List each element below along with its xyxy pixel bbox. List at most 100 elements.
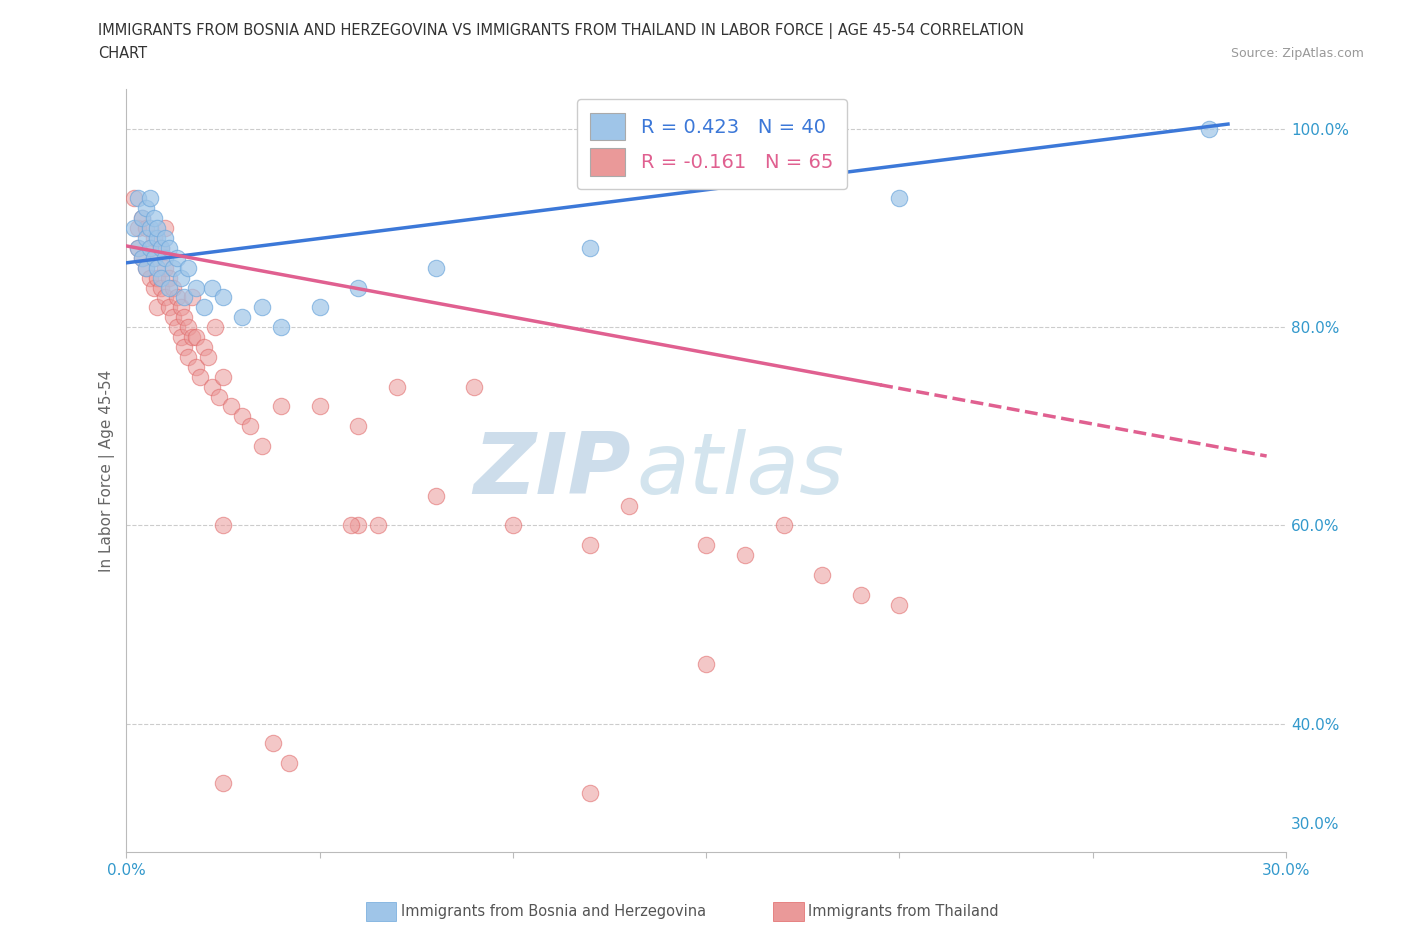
Point: [157, 280, 180, 295]
Point: [122, 191, 145, 206]
Point: [339, 518, 361, 533]
Text: CHART: CHART: [98, 46, 148, 61]
Point: [695, 538, 717, 552]
Point: [889, 191, 911, 206]
Point: [138, 241, 160, 256]
Point: [138, 191, 160, 206]
Point: [502, 518, 524, 533]
Point: [153, 231, 176, 246]
Point: [212, 369, 235, 384]
Point: [347, 280, 370, 295]
Point: [142, 231, 165, 246]
Point: [138, 220, 160, 235]
Point: [150, 280, 173, 295]
Point: [150, 271, 173, 286]
Point: [153, 220, 176, 235]
Point: [146, 260, 169, 275]
Point: [150, 241, 173, 256]
Point: [463, 379, 485, 394]
Point: [212, 518, 235, 533]
Point: [262, 736, 284, 751]
Point: [157, 241, 180, 256]
Point: [250, 439, 273, 454]
Point: [184, 329, 207, 344]
Point: [308, 399, 330, 414]
Y-axis label: In Labor Force | Age 45-54: In Labor Force | Age 45-54: [100, 370, 115, 572]
Point: [695, 657, 717, 671]
Point: [142, 250, 165, 265]
Point: [181, 290, 204, 305]
Point: [772, 518, 794, 533]
Point: [166, 290, 188, 305]
Point: [131, 211, 153, 226]
Point: [231, 409, 253, 424]
Point: [188, 369, 211, 384]
Point: [169, 329, 191, 344]
Point: [135, 231, 157, 246]
Point: [579, 786, 602, 801]
Point: [193, 339, 215, 354]
Point: [146, 231, 169, 246]
Text: Source: ZipAtlas.com: Source: ZipAtlas.com: [1230, 46, 1364, 60]
Point: [177, 350, 200, 365]
Point: [127, 220, 149, 235]
Point: [131, 211, 153, 226]
Point: [122, 220, 145, 235]
Point: [127, 241, 149, 256]
Point: [162, 310, 184, 325]
Point: [347, 418, 370, 433]
Point: [270, 399, 292, 414]
Point: [135, 201, 157, 216]
Point: [127, 191, 149, 206]
Point: [193, 300, 215, 315]
Point: [385, 379, 408, 394]
Point: [135, 260, 157, 275]
Point: [157, 300, 180, 315]
Point: [166, 320, 188, 335]
Point: [367, 518, 389, 533]
Point: [146, 300, 169, 315]
Point: [142, 250, 165, 265]
Text: ZIP: ZIP: [474, 430, 631, 512]
Point: [204, 320, 226, 335]
Point: [131, 250, 153, 265]
Text: atlas: atlas: [637, 430, 845, 512]
Point: [169, 271, 191, 286]
Point: [734, 548, 756, 563]
Point: [181, 329, 204, 344]
Point: [197, 350, 219, 365]
Point: [146, 271, 169, 286]
Point: [157, 271, 180, 286]
Legend: R = 0.423   N = 40, R = -0.161   N = 65: R = 0.423 N = 40, R = -0.161 N = 65: [576, 100, 846, 189]
Point: [212, 776, 235, 790]
Point: [425, 260, 447, 275]
Point: [212, 290, 235, 305]
Point: [138, 241, 160, 256]
Point: [239, 418, 262, 433]
Point: [127, 241, 149, 256]
Point: [250, 300, 273, 315]
Point: [153, 260, 176, 275]
Point: [166, 250, 188, 265]
Point: [811, 567, 834, 582]
Point: [579, 241, 602, 256]
Point: [889, 597, 911, 612]
Point: [153, 290, 176, 305]
Point: [177, 260, 200, 275]
Point: [162, 280, 184, 295]
Point: [138, 271, 160, 286]
Point: [849, 588, 872, 603]
Point: [425, 488, 447, 503]
Point: [142, 211, 165, 226]
Point: [219, 399, 242, 414]
Point: [579, 538, 602, 552]
Point: [231, 310, 253, 325]
Point: [169, 300, 191, 315]
Point: [270, 320, 292, 335]
Point: [146, 220, 169, 235]
Point: [177, 320, 200, 335]
Point: [173, 290, 195, 305]
Point: [184, 359, 207, 374]
Text: Immigrants from Bosnia and Herzegovina: Immigrants from Bosnia and Herzegovina: [401, 904, 706, 919]
Point: [150, 241, 173, 256]
